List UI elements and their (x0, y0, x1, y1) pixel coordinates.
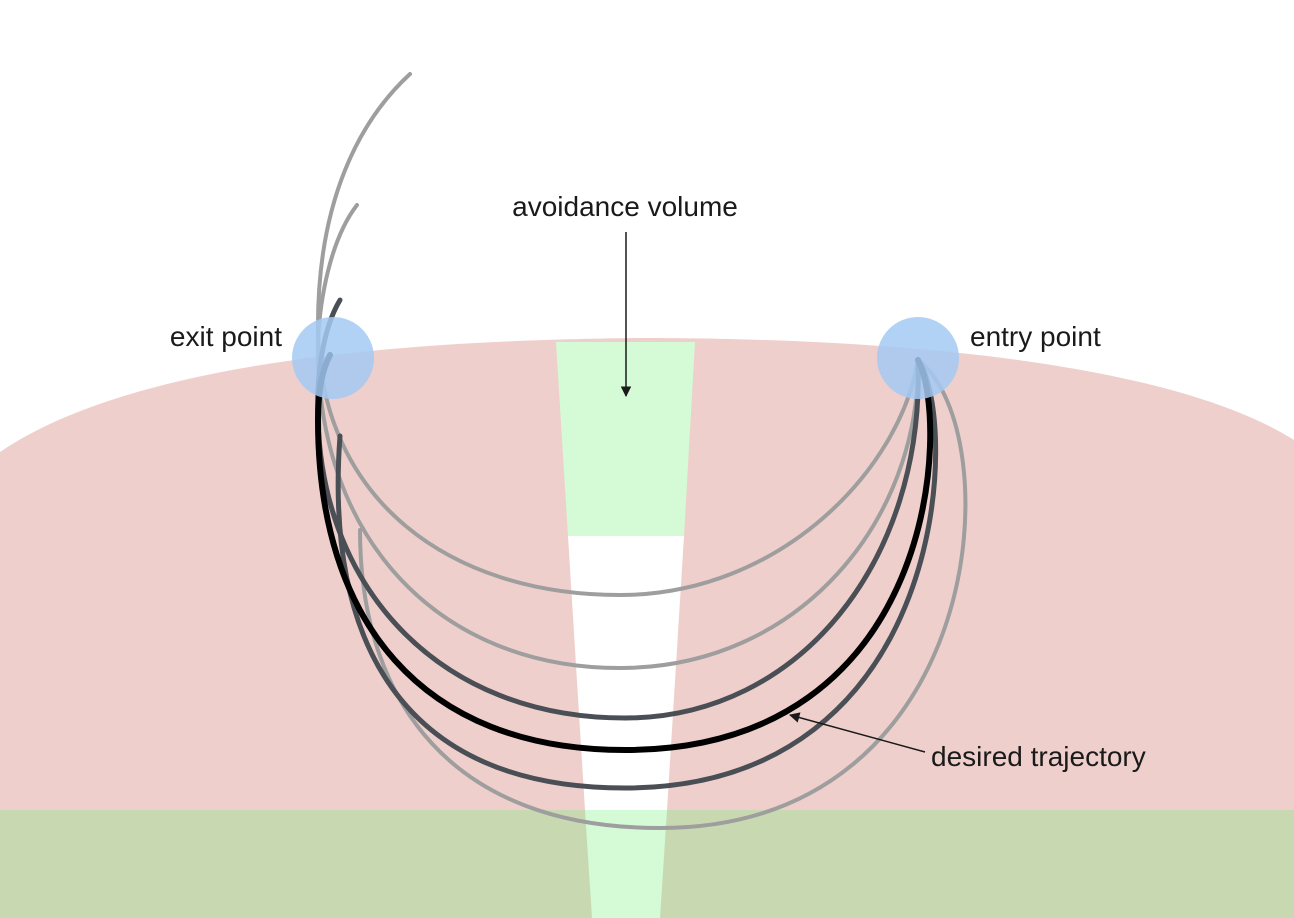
trajectory-arc (335, 357, 939, 791)
desired-trajectory-label: desired trajectory (931, 741, 1146, 772)
avoidance-volume-top (556, 342, 695, 536)
avoidance-volume-label: avoidance volume (512, 191, 738, 222)
desired-trajectory-arc (314, 352, 934, 754)
exit-point-label: exit point (170, 321, 282, 352)
desired-trajectory-arrow-icon (788, 712, 926, 753)
entry-point-marker (877, 317, 959, 399)
trajectory-arc (315, 203, 921, 671)
trajectory-arc (315, 72, 920, 598)
entry-point-label: entry point (970, 321, 1101, 352)
avoidance-volume-bottom (585, 810, 667, 918)
avoidance-volume-gap (568, 536, 684, 810)
exit-point-marker (292, 317, 374, 399)
